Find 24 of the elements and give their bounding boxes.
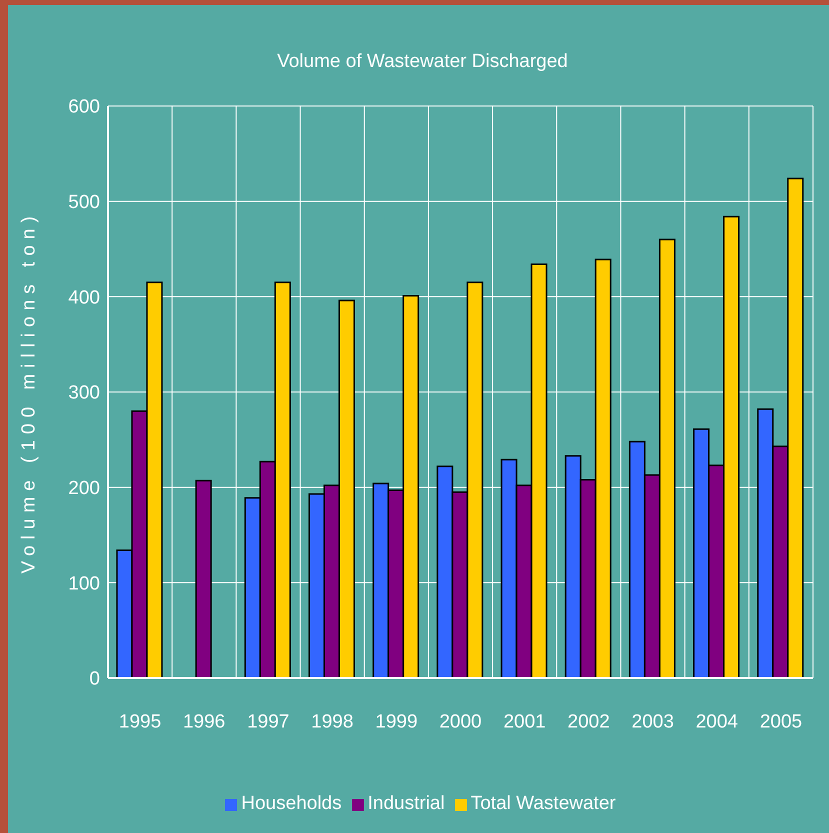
x-tick-label: 1995 — [118, 711, 162, 732]
x-tick-label: 2004 — [696, 711, 738, 732]
y-tick-label: 100 — [68, 573, 100, 594]
y-tick-label: 500 — [68, 192, 100, 214]
y-tick-label: 600 — [68, 96, 100, 118]
x-tick-label: 1997 — [247, 711, 290, 732]
legend-label: Industrial — [368, 793, 445, 814]
x-tick-label: 2003 — [632, 711, 674, 732]
y-axis-title: Volume (100 millions ton) — [18, 210, 40, 574]
x-tick-label: 2000 — [439, 711, 482, 732]
y-tick-label: 400 — [68, 287, 100, 308]
x-tick-label: 1998 — [311, 711, 354, 732]
chart-title: Volume of Wastewater Discharged — [276, 51, 569, 73]
y-tick-label: 200 — [68, 478, 100, 500]
x-tick-label: 1996 — [182, 711, 226, 732]
y-tick-label: 0 — [89, 668, 100, 690]
y-tick-label: 300 — [68, 382, 100, 404]
x-tick-label: 2005 — [760, 711, 802, 732]
bar — [195, 480, 212, 678]
legend-label: Total Wastewater — [470, 793, 616, 814]
x-tick-label: 2002 — [568, 711, 610, 732]
legend-label: Households — [241, 793, 342, 814]
x-tick-label: 1999 — [375, 711, 418, 732]
x-tick-label: 2001 — [503, 711, 546, 732]
